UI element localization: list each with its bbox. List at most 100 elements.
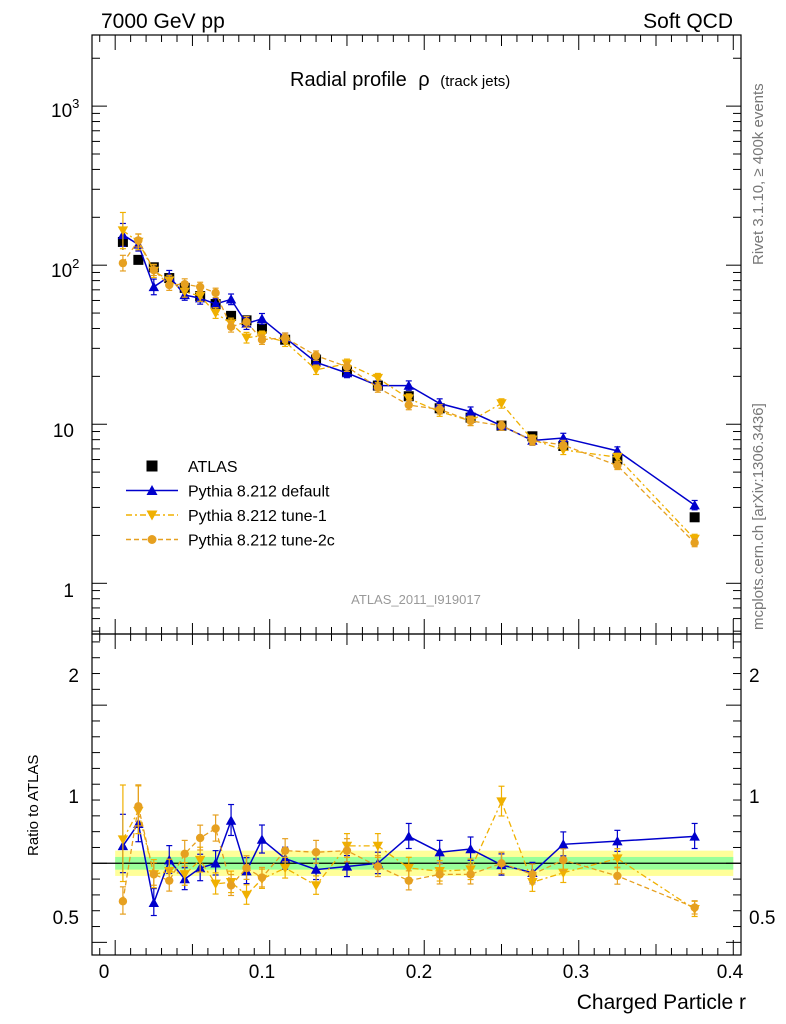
plot-title-sub: (track jets) [440, 73, 510, 90]
data-point [342, 362, 352, 371]
series-2 [117, 211, 700, 918]
ytick-label-10: 10 [53, 421, 74, 442]
data-point [180, 279, 189, 289]
plot-title: Radial profile ρ (track jets) [290, 69, 510, 91]
data-point [149, 265, 159, 275]
legend-label: ATLAS [188, 459, 238, 476]
ratio-point [256, 834, 268, 844]
data-point [528, 436, 537, 445]
ratio-point [559, 855, 568, 865]
xtick-label-0.2: 0.2 [406, 962, 432, 983]
ratio-point [257, 873, 267, 882]
data-point [256, 313, 268, 324]
process-label: Soft QCD [643, 10, 733, 33]
xtick-label-0.1: 0.1 [249, 962, 275, 983]
ratio-point [690, 903, 699, 912]
ratio-point [373, 862, 383, 871]
series-1 [117, 222, 700, 917]
data-point [165, 280, 174, 290]
ratio-point [466, 870, 475, 879]
ratio-ylabel: Ratio to ATLAS [25, 755, 42, 856]
data-point [148, 281, 160, 292]
ratio-point [310, 881, 322, 891]
analysis-watermark: ATLAS_2011_I919017 [351, 592, 481, 607]
data-point [559, 440, 568, 450]
ratio-point [179, 870, 190, 880]
data-point [242, 317, 251, 327]
data-point [497, 421, 506, 430]
data-point [257, 335, 267, 344]
ratio-point [225, 815, 237, 825]
data-point [134, 236, 143, 245]
data-point [210, 308, 221, 319]
data-point [311, 351, 321, 360]
x-labels: 0 0.1 0.2 0.3 0.4 [99, 962, 744, 983]
legend-marker [146, 485, 158, 495]
data-point [435, 405, 444, 414]
data-point [372, 373, 384, 384]
xtick-label-0.3: 0.3 [563, 962, 589, 983]
ratio-point [311, 848, 321, 857]
legend-marker [147, 535, 157, 544]
ratio-point [242, 863, 251, 873]
ratio-point [149, 870, 159, 879]
data-point [404, 400, 413, 410]
ratio-ytick-right-0.5: 0.5 [749, 908, 775, 929]
data-point [226, 322, 236, 331]
series-0 [117, 234, 700, 523]
data-point [434, 398, 445, 408]
legend-entry-2: Pythia 8.212 tune-1 [126, 508, 327, 525]
plot-title-symbol: ρ [418, 69, 429, 91]
ratio-point [279, 863, 291, 874]
ratio-point [211, 824, 220, 833]
ratio-point [372, 841, 384, 852]
data-point [689, 499, 700, 510]
data-point [373, 383, 383, 392]
axis-ticks [92, 35, 741, 955]
data-point [195, 282, 205, 292]
ratio-point [613, 871, 622, 881]
ratio-point [117, 835, 129, 845]
ratio-point [612, 854, 623, 864]
ratio-point [342, 846, 352, 855]
x-axis-label: Charged Particle r [577, 991, 746, 1014]
data-point [256, 323, 267, 334]
data-point [612, 453, 623, 463]
ratio-point [210, 879, 221, 890]
legend-marker [146, 510, 158, 521]
ratio-point [465, 843, 476, 854]
ytick-label-1000: 103 [51, 96, 79, 122]
data-series [117, 211, 700, 918]
main-y-labels: 1 10 102 103 [51, 96, 79, 602]
data-point [466, 416, 475, 426]
legend-marker [146, 460, 158, 472]
series-line [122, 230, 696, 540]
legend-label: Pythia 8.212 tune-1 [188, 508, 327, 525]
ratio-point [403, 831, 414, 841]
ratio-point [241, 890, 252, 901]
data-point [133, 254, 144, 265]
ratio-point [134, 802, 143, 811]
ytick-label-1: 1 [63, 581, 74, 602]
ratio-point [210, 858, 221, 868]
ratio-point [435, 870, 444, 879]
series-3 [118, 233, 699, 915]
ratio-point [310, 864, 322, 874]
ratio-point [226, 881, 236, 890]
ratio-ytick-right-2: 2 [749, 666, 760, 687]
ratio-point [280, 846, 290, 855]
ytick-label-100: 102 [51, 256, 79, 282]
data-point [403, 394, 414, 404]
ratio-point [195, 833, 205, 843]
legend-entry-3: Pythia 8.212 tune-2c [126, 533, 335, 550]
data-point [225, 294, 237, 304]
ratio-point [497, 859, 506, 868]
data-point [241, 333, 252, 343]
xtick-label-0.4: 0.4 [717, 962, 744, 983]
data-point [403, 380, 414, 390]
data-point [341, 367, 353, 378]
data-point [118, 258, 128, 268]
ratio-point [148, 897, 160, 908]
ratio-point [528, 870, 537, 879]
